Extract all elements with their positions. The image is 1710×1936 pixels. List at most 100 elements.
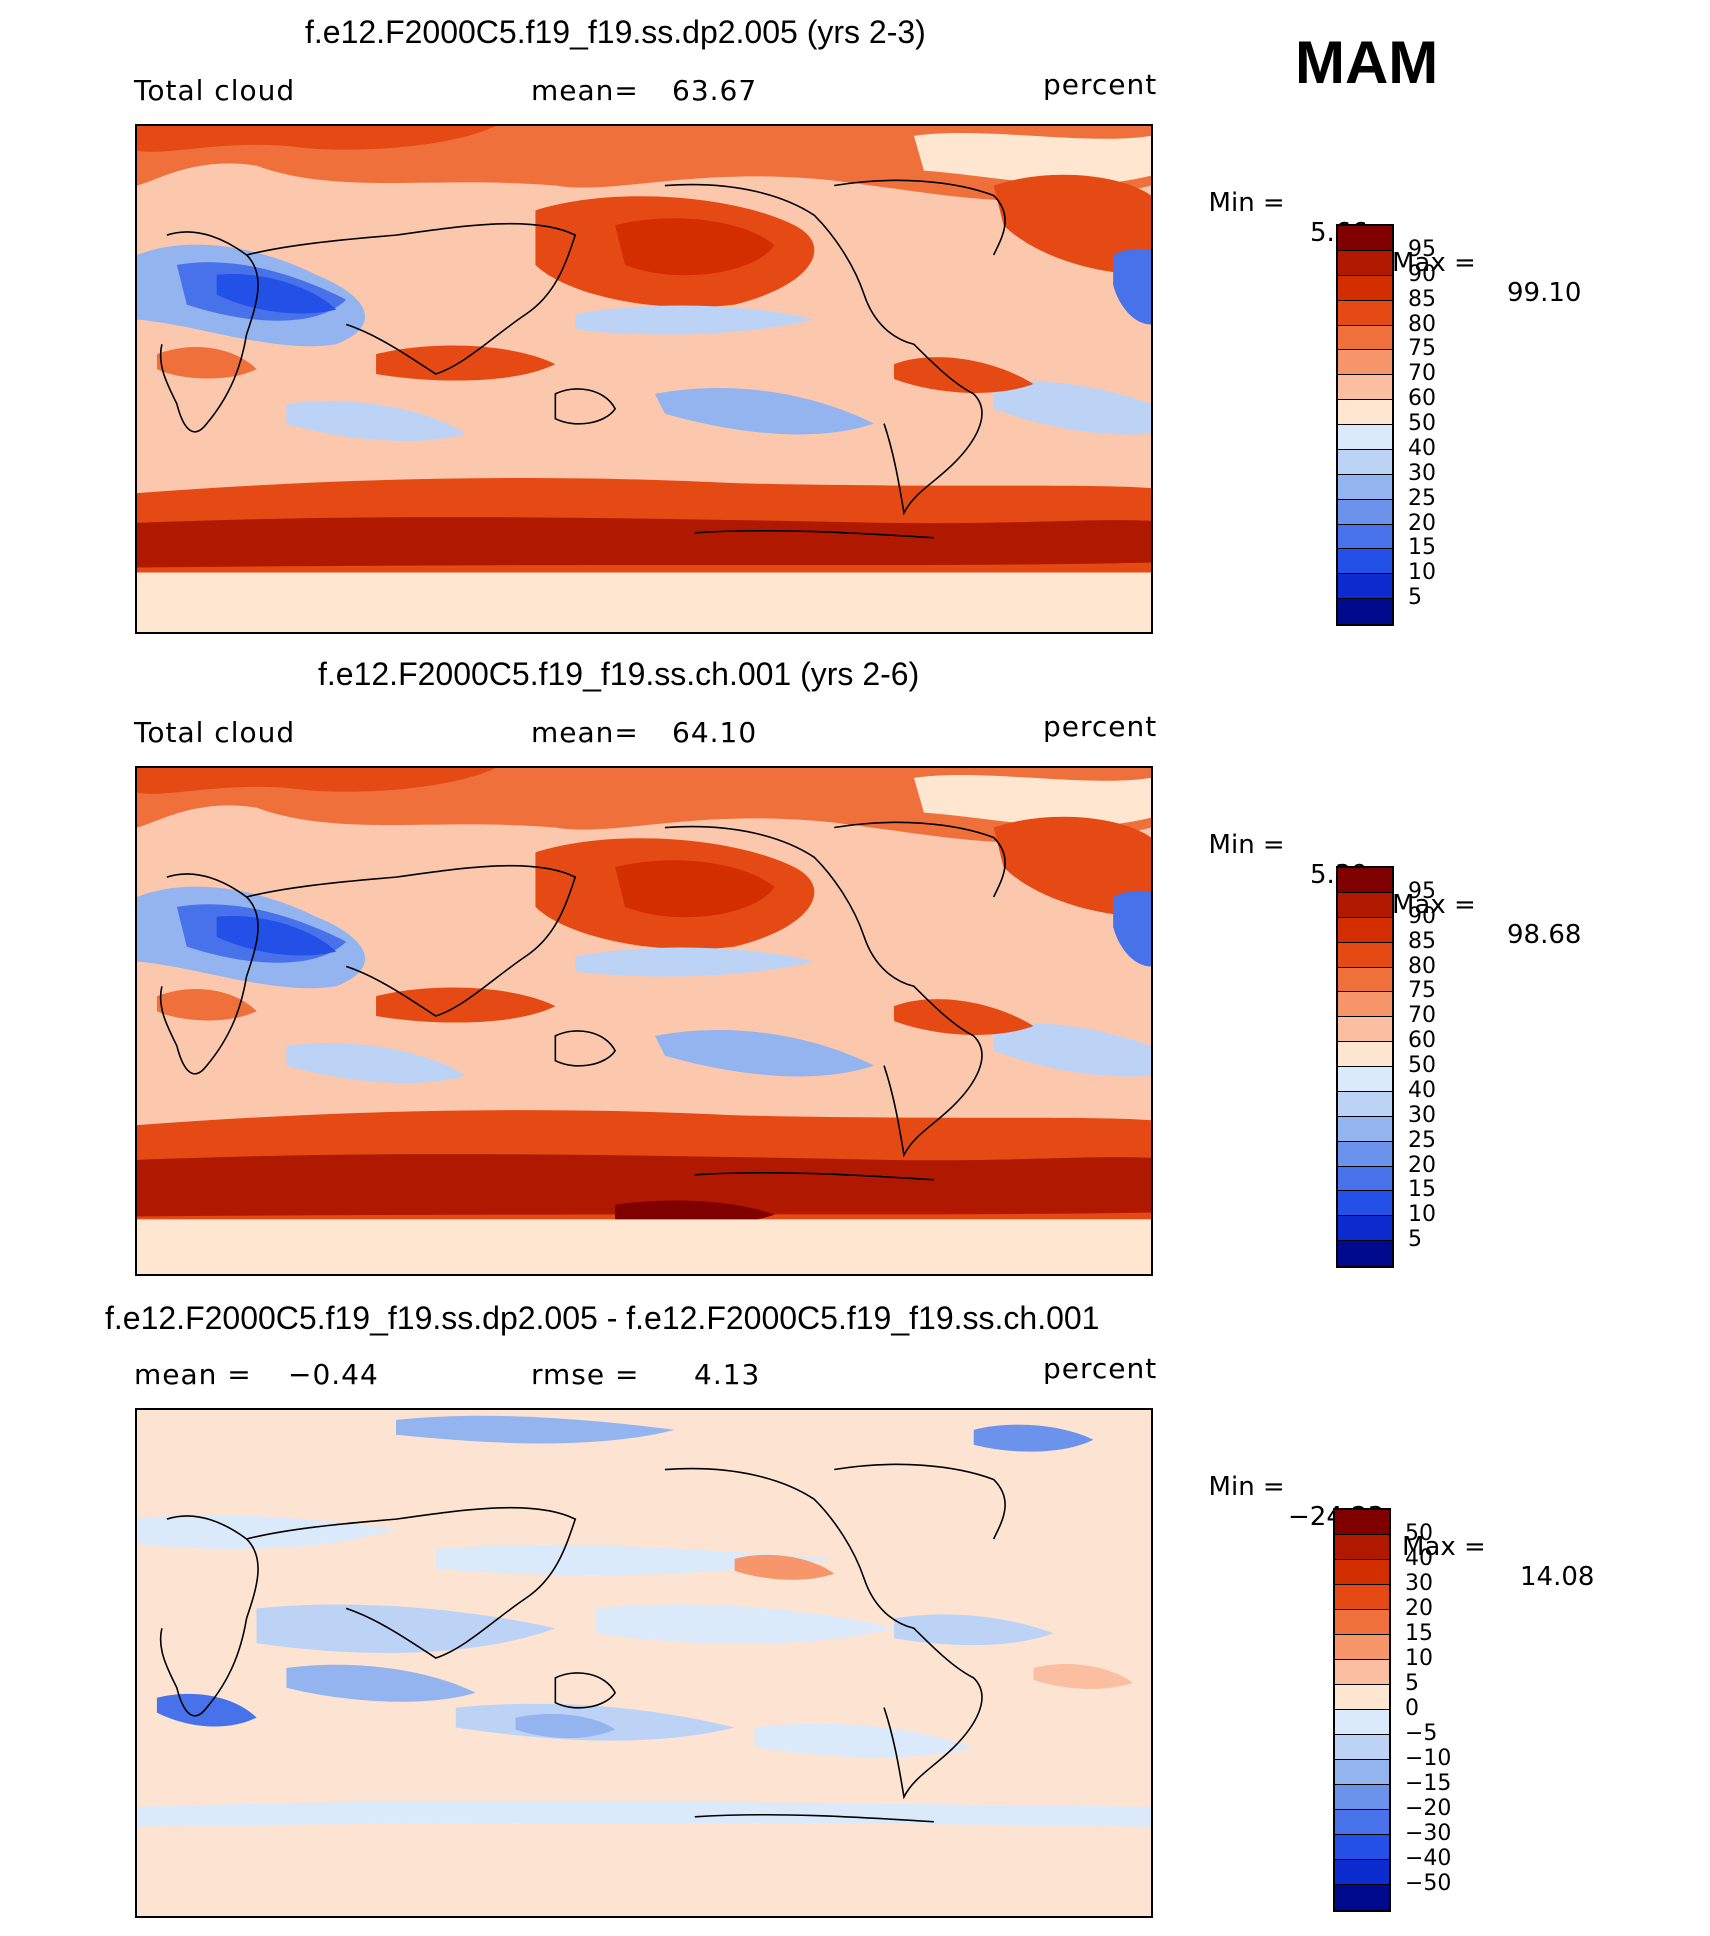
panel1-title: f.e12.F2000C5.f19_f19.ss.dp2.005 (yrs 2-… (305, 14, 926, 50)
colorbar-label: 30 (1408, 1102, 1436, 1128)
colorbar-label: 50 (1408, 1053, 1436, 1078)
colorbar-segment (1338, 524, 1392, 550)
colorbar-segment (1338, 300, 1392, 326)
panel3-max-value: 14.08 (1520, 1562, 1595, 1592)
colorbar-segment (1338, 942, 1392, 968)
colorbar-segment (1335, 1860, 1389, 1885)
panel1-units: percent (1043, 68, 1158, 101)
panel2-units: percent (1043, 710, 1158, 743)
colorbar-segment (1335, 1510, 1389, 1535)
colorbar-segment (1338, 1017, 1392, 1043)
colorbar-label: −30 (1405, 1821, 1452, 1846)
colorbar-label: 40 (1405, 1546, 1433, 1571)
panel3-map (135, 1408, 1153, 1918)
colorbar-label: 95 (1408, 236, 1436, 262)
panel3-units: percent (1043, 1352, 1158, 1385)
colorbar-segment (1338, 599, 1392, 624)
colorbar-segment (1338, 400, 1392, 425)
colorbar-label: 70 (1408, 361, 1436, 387)
colorbar-label: 40 (1408, 435, 1436, 461)
colorbar-label: 90 (1408, 261, 1436, 287)
panel1-max-value: 99.10 (1507, 278, 1582, 308)
colorbar-segment (1338, 1042, 1392, 1067)
panel2-title: f.e12.F2000C5.f19_f19.ss.ch.001 (yrs 2-6… (318, 656, 920, 692)
colorbar-segment (1338, 449, 1392, 475)
colorbar-label: −10 (1405, 1746, 1452, 1771)
colorbar-segment (1338, 474, 1392, 500)
colorbar-label: 20 (1405, 1596, 1433, 1621)
colorbar-segment (1335, 1735, 1389, 1760)
panel3-rmse-label: rmse = (531, 1358, 640, 1391)
colorbar-label: 75 (1408, 978, 1436, 1004)
colorbar-segment (1338, 1216, 1392, 1242)
colorbar-label: 10 (1408, 560, 1436, 586)
colorbar-segment (1335, 1760, 1389, 1785)
colorbar-segment (1338, 1166, 1392, 1192)
colorbar-label: 25 (1408, 1127, 1436, 1153)
colorbar-label: 10 (1405, 1646, 1433, 1671)
colorbar-segment (1335, 1635, 1389, 1660)
panel2-mean-value: 64.10 (672, 716, 758, 749)
panel3-max-label: Max = (1402, 1532, 1486, 1562)
colorbar-segment (1338, 868, 1392, 893)
colorbar-label: 30 (1408, 460, 1436, 486)
colorbar-label: 10 (1408, 1202, 1436, 1228)
colorbar-segment (1338, 1191, 1392, 1217)
colorbar-segment (1338, 917, 1392, 943)
colorbar-segment (1335, 1835, 1389, 1860)
panel3-title: f.e12.F2000C5.f19_f19.ss.dp2.005 - f.e12… (105, 1300, 1100, 1336)
colorbar-label: −15 (1405, 1771, 1452, 1796)
colorbar-segment (1338, 549, 1392, 575)
panel2-max-label: Max = (1392, 890, 1476, 920)
panel1-mean-value: 63.67 (672, 74, 758, 107)
colorbar-label: 60 (1408, 1028, 1436, 1054)
colorbar-segment (1338, 967, 1392, 993)
colorbar-segment (1335, 1785, 1389, 1810)
panel1-colorbar (1336, 224, 1394, 626)
colorbar-segment (1338, 1241, 1392, 1266)
colorbar-segment (1335, 1585, 1389, 1610)
panel1-map-svg (137, 126, 1151, 632)
panel1-map (135, 124, 1153, 634)
colorbar-segment (1335, 1685, 1389, 1710)
colorbar-label: −20 (1405, 1796, 1452, 1821)
colorbar-label: 85 (1408, 928, 1436, 954)
colorbar-label: 60 (1408, 386, 1436, 412)
colorbar-label: 95 (1408, 878, 1436, 904)
panel2-colorbar (1336, 866, 1394, 1268)
season-label: MAM (1295, 29, 1439, 96)
colorbar-label: 15 (1405, 1621, 1433, 1646)
colorbar-label: 75 (1408, 336, 1436, 362)
colorbar-segment (1338, 350, 1392, 376)
panel2-min-label: Min = (1208, 830, 1285, 860)
panel2-field-label: Total cloud (134, 716, 296, 749)
colorbar-segment (1338, 1067, 1392, 1092)
panel1-min-label: Min = (1208, 188, 1285, 218)
panel2-map-svg (137, 768, 1151, 1274)
colorbar-segment (1338, 1091, 1392, 1117)
colorbar-segment (1338, 499, 1392, 525)
colorbar-label: 40 (1408, 1077, 1436, 1103)
panel1-field-label: Total cloud (134, 74, 296, 107)
colorbar-segment (1338, 574, 1392, 600)
colorbar-segment (1335, 1885, 1389, 1910)
colorbar-label: 5 (1408, 585, 1422, 611)
panel3-mean-value: −0.44 (288, 1358, 379, 1391)
colorbar-label: 80 (1408, 953, 1436, 979)
colorbar-label: 20 (1408, 510, 1436, 536)
colorbar-label: 25 (1408, 485, 1436, 511)
colorbar-segment (1335, 1610, 1389, 1635)
colorbar-segment (1338, 375, 1392, 401)
colorbar-label: 5 (1408, 1227, 1422, 1253)
colorbar-segment (1338, 892, 1392, 918)
colorbar-label: 80 (1408, 311, 1436, 337)
colorbar-segment (1338, 1116, 1392, 1142)
colorbar-label: 90 (1408, 903, 1436, 929)
colorbar-segment (1335, 1660, 1389, 1685)
panel1-max-label: Max = (1392, 248, 1476, 278)
colorbar-label: 50 (1408, 411, 1436, 436)
colorbar-segment (1338, 1141, 1392, 1167)
colorbar-label: 15 (1408, 535, 1436, 561)
colorbar-segment (1335, 1535, 1389, 1560)
panel3-colorbar (1333, 1508, 1391, 1912)
